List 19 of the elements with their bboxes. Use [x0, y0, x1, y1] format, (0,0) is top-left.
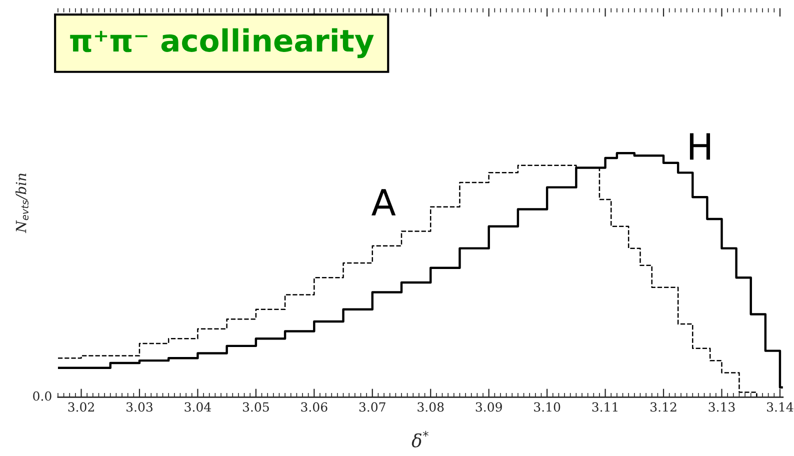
- x-tick-label: 3.13: [708, 402, 735, 412]
- x-tick-label: 3.07: [359, 402, 386, 412]
- x-axis-title: δ$^{*}$: [412, 430, 428, 448]
- text: 0.0: [33, 391, 52, 401]
- x-tick-label: 3.11: [592, 402, 618, 412]
- series-label: H: [690, 133, 710, 160]
- x-tick-label: 3.08: [418, 402, 444, 412]
- x-tick-label: 3.05: [242, 402, 269, 412]
- x-tick-label: 3.09: [476, 402, 502, 412]
- chart-title: π⁺π⁻ acollinearity: [70, 28, 374, 58]
- x-tick-label: 3.14: [767, 402, 794, 412]
- x-tick-label: 3.02: [68, 402, 94, 412]
- x-tick-label: 3.06: [301, 402, 328, 412]
- x-tick-label: 3.04: [184, 402, 211, 412]
- y-axis-title: N$_{evts}$/bin: [16, 174, 28, 234]
- x-tick-label: 3.10: [534, 402, 560, 412]
- series-label: A: [372, 189, 396, 216]
- x-tick-label: 3.03: [126, 402, 152, 412]
- x-tick-label: 3.12: [650, 402, 676, 412]
